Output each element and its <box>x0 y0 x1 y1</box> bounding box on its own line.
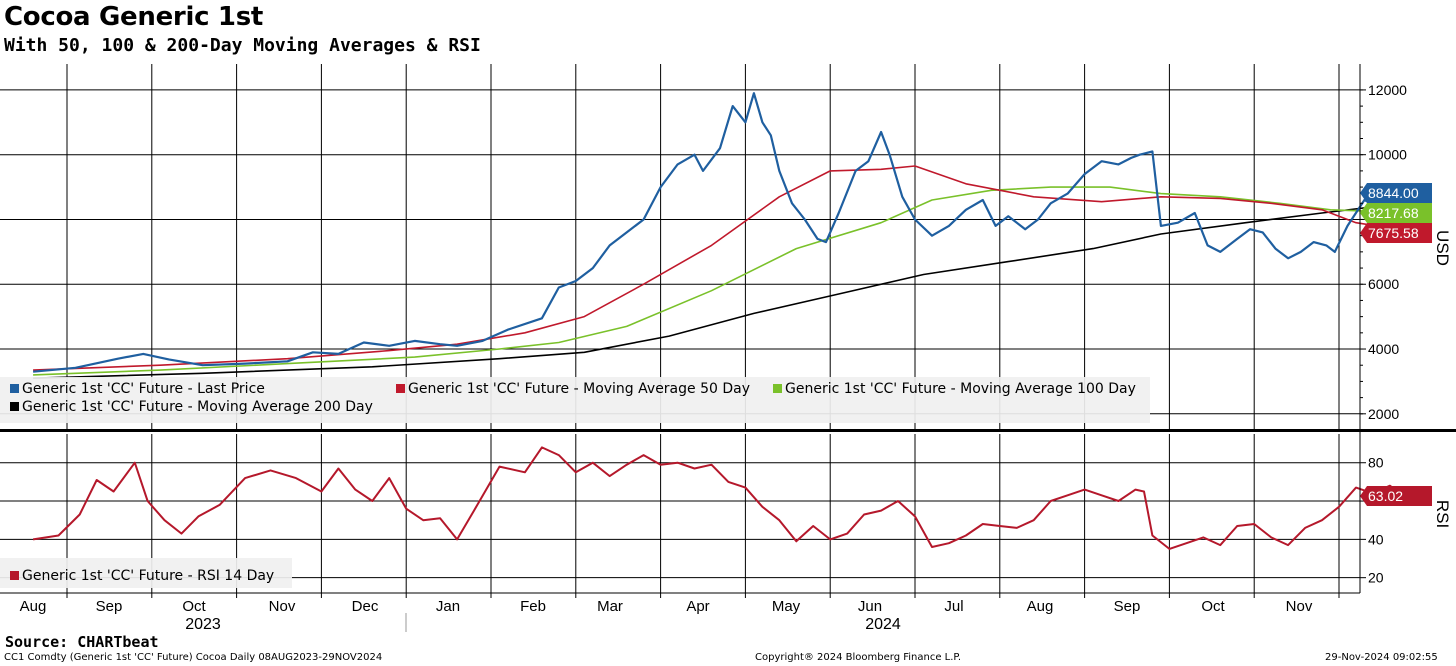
price-last-tag-value: 8844.00 <box>1368 185 1419 201</box>
x-tick-label: Sep <box>1114 598 1141 615</box>
ma50-last-tag-value: 7675.58 <box>1368 225 1419 241</box>
rsi-last-tag-value: 63.02 <box>1368 488 1403 504</box>
x-tick-label: Nov <box>269 598 296 615</box>
legend-swatch <box>10 571 19 580</box>
year-label: 2023 <box>185 616 221 633</box>
legend-label: Generic 1st 'CC' Future - RSI 14 Day <box>22 568 274 584</box>
source-label: Source: CHARTbeat <box>5 633 159 651</box>
x-tick-label: Nov <box>1286 598 1313 615</box>
legend-label: Generic 1st 'CC' Future - Moving Average… <box>785 381 1136 397</box>
series-line-ma200 <box>33 202 1403 379</box>
price-panel-series <box>32 92 1403 379</box>
price-last-tag-bg <box>1360 183 1432 203</box>
x-tick-label: Aug <box>20 598 47 615</box>
x-tick-label: Apr <box>686 598 709 615</box>
legends: Generic 1st 'CC' Future - Last Price Gene… <box>0 377 1150 588</box>
price-y-axis-label: USD <box>1433 230 1452 266</box>
legend-label: Generic 1st 'CC' Future - Last Price <box>22 381 265 397</box>
price-legend-box <box>0 377 1150 423</box>
rsi-y-tick-label: 80 <box>1368 455 1384 471</box>
x-tick-label: Oct <box>1201 598 1225 615</box>
price-y-tick-label: 6000 <box>1368 276 1399 292</box>
chart-subtitle: With 50, 100 & 200-Day Moving Averages &… <box>4 35 481 56</box>
series-line-ma50 <box>33 165 1403 371</box>
x-tick-label: Sep <box>96 598 123 615</box>
legend-label: Generic 1st 'CC' Future - Moving Average… <box>22 399 373 415</box>
rsi-legend-box <box>0 558 292 588</box>
footer-left: CC1 Comdty (Generic 1st 'CC' Future) Coc… <box>4 652 383 663</box>
price-y-tick-label: 12000 <box>1368 82 1407 98</box>
x-tick-label: Oct <box>182 598 206 615</box>
x-tick-label: Jun <box>858 598 882 615</box>
ma100-last-tag-value: 8217.68 <box>1368 205 1419 221</box>
axes: 1200010000800060004000200080604020USDRSI… <box>0 64 1456 633</box>
series-line-price <box>32 92 1403 373</box>
legend-label: Generic 1st 'CC' Future - Moving Average… <box>408 381 750 397</box>
legend-swatch <box>396 384 405 393</box>
series-line-ma100 <box>33 186 1403 376</box>
x-tick-label: Feb <box>520 598 546 615</box>
legend-swatch <box>10 384 19 393</box>
year-label: 2024 <box>865 616 901 633</box>
price-y-tick-label: 10000 <box>1368 147 1407 163</box>
x-tick-label: Jan <box>436 598 460 615</box>
ma50-last-tag-bg <box>1360 223 1432 243</box>
grid-lines <box>0 64 1360 593</box>
rsi-y-tick-label: 20 <box>1368 570 1384 586</box>
price-y-tick-label: 4000 <box>1368 341 1399 357</box>
rsi-y-axis-label: RSI <box>1433 500 1452 528</box>
x-tick-label: Jul <box>944 598 963 615</box>
last-value-tags: 8844.00 8217.68 7675.58 63.02 <box>1360 183 1432 506</box>
series-line-rsi <box>32 446 1404 550</box>
x-tick-label: Aug <box>1027 598 1054 615</box>
x-tick-label: May <box>772 598 801 615</box>
rsi-last-tag-bg <box>1360 486 1432 506</box>
rsi-y-tick-label: 40 <box>1368 531 1384 547</box>
legend-swatch <box>10 402 19 411</box>
price-y-tick-label: 2000 <box>1368 406 1399 422</box>
x-tick-label: Dec <box>352 598 379 615</box>
footer-right: 29-Nov-2024 09:02:55 <box>1325 652 1438 663</box>
ma100-last-tag-bg <box>1360 203 1432 223</box>
footer-center: Copyright® 2024 Bloomberg Finance L.P. <box>755 652 962 663</box>
chart-title: Cocoa Generic 1st <box>4 2 264 32</box>
x-tick-label: Mar <box>597 598 623 615</box>
legend-swatch <box>773 384 782 393</box>
rsi-panel-series <box>32 446 1404 550</box>
